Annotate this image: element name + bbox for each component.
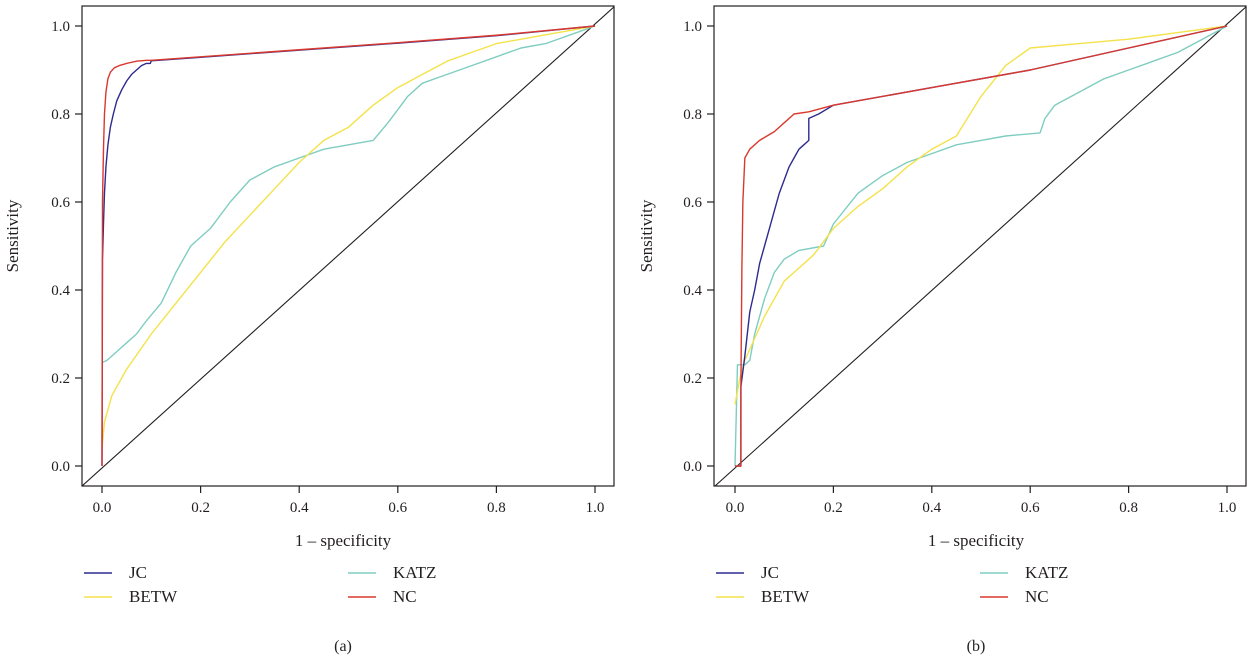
panel-label: (a) bbox=[334, 638, 352, 655]
x-tick-label: 0.0 bbox=[726, 500, 745, 516]
plot-frame bbox=[81, 5, 615, 487]
series-line-katz bbox=[734, 25, 1228, 467]
legend-label-nc: NC bbox=[1025, 587, 1049, 606]
series-line-nc bbox=[101, 25, 596, 467]
legend-label-jc: JC bbox=[129, 563, 147, 582]
diagonal-reference-line bbox=[82, 6, 614, 486]
y-tick-label: 0.2 bbox=[51, 371, 70, 387]
x-tick-label: 0.2 bbox=[191, 500, 210, 516]
y-tick-label: 0.2 bbox=[683, 371, 702, 387]
x-tick-label: 0.6 bbox=[1021, 500, 1040, 516]
legend-label-katz: KATZ bbox=[1025, 563, 1068, 582]
y-tick-label: 0.4 bbox=[683, 283, 702, 299]
diagonal-reference-line bbox=[714, 6, 1246, 486]
x-tick-label: 0.6 bbox=[388, 500, 407, 516]
legend-label-katz: KATZ bbox=[393, 563, 436, 582]
y-tick-label: 1.0 bbox=[51, 19, 70, 35]
x-tick-label: 1.0 bbox=[1218, 500, 1237, 516]
series-line-katz bbox=[101, 25, 596, 364]
roc-panel-b: 0.0 0.2 0.4 0.6 0.8 1.0 0.0 0.2 0.4 0.6 0.8 1.0 1 – … bbox=[637, 5, 1247, 655]
x-tick-label: 0.0 bbox=[93, 500, 112, 516]
plot-frame bbox=[713, 5, 1247, 487]
x-tick-label: 0.4 bbox=[290, 500, 309, 516]
series-line-betw bbox=[734, 25, 1228, 405]
y-tick-label: 0.8 bbox=[683, 107, 702, 123]
y-tick-label: 1.0 bbox=[683, 19, 702, 35]
legend-label-betw: BETW bbox=[129, 587, 178, 606]
plot-area bbox=[714, 6, 1246, 486]
panel-label: (b) bbox=[967, 638, 986, 655]
plot-area bbox=[82, 6, 614, 486]
y-tick-label: 0.4 bbox=[51, 283, 70, 299]
y-tick-label: 0.0 bbox=[683, 459, 702, 475]
y-axis-title: Sensitivity bbox=[3, 199, 22, 272]
y-axis-title: Sensitivity bbox=[637, 199, 656, 272]
x-axis-title: 1 – specificity bbox=[928, 531, 1025, 550]
legend-label-betw: BETW bbox=[761, 587, 810, 606]
y-tick-label: 0.0 bbox=[51, 459, 70, 475]
x-tick-label: 0.4 bbox=[922, 500, 941, 516]
series-line-nc bbox=[735, 25, 1228, 467]
y-tick-label: 0.6 bbox=[51, 195, 70, 211]
roc-panel-a: 0.0 0.2 0.4 0.6 0.8 1.0 0.0 0.2 0.4 0.6 0.8 1.0 1 – … bbox=[3, 5, 615, 655]
y-tick-label: 0.6 bbox=[683, 195, 702, 211]
x-tick-label: 0.8 bbox=[487, 500, 506, 516]
y-tick-label: 0.8 bbox=[51, 107, 70, 123]
x-tick-label: 0.2 bbox=[824, 500, 843, 516]
legend-label-jc: JC bbox=[761, 563, 779, 582]
x-axis-title: 1 – specificity bbox=[295, 531, 392, 550]
x-tick-label: 0.8 bbox=[1119, 500, 1138, 516]
series-line-betw bbox=[101, 25, 596, 449]
x-tick-label: 1.0 bbox=[586, 500, 605, 516]
legend-label-nc: NC bbox=[393, 587, 417, 606]
